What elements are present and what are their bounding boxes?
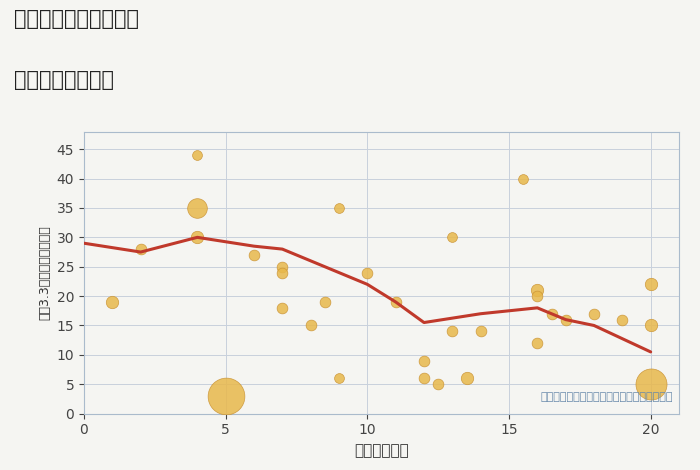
Point — [419, 357, 430, 365]
Point — [645, 381, 657, 388]
Point — [192, 234, 203, 241]
Point — [546, 310, 557, 318]
Point — [645, 321, 657, 329]
Point — [220, 392, 231, 399]
Point — [192, 151, 203, 159]
Point — [560, 316, 571, 323]
Point — [106, 298, 118, 306]
Point — [617, 316, 628, 323]
Point — [419, 375, 430, 382]
Point — [319, 298, 330, 306]
Point — [305, 321, 316, 329]
Point — [589, 310, 600, 318]
Point — [447, 234, 458, 241]
Point — [135, 245, 146, 253]
Point — [248, 251, 260, 258]
Point — [362, 269, 373, 276]
Point — [333, 375, 344, 382]
Point — [276, 269, 288, 276]
Point — [532, 286, 543, 294]
Text: 駅距離別土地価格: 駅距離別土地価格 — [14, 70, 114, 91]
Point — [333, 204, 344, 212]
Text: 円の大きさは、取引のあった物件面積を示す: 円の大きさは、取引のあった物件面積を示す — [540, 392, 673, 402]
Y-axis label: 坪（3.3㎡）単価（万円）: 坪（3.3㎡）単価（万円） — [38, 225, 51, 320]
Point — [276, 304, 288, 312]
Point — [276, 263, 288, 271]
Point — [461, 375, 472, 382]
Text: 神奈川県三浦市栄町の: 神奈川県三浦市栄町の — [14, 9, 139, 30]
Point — [532, 339, 543, 347]
Point — [517, 175, 528, 182]
Point — [447, 328, 458, 335]
Point — [192, 204, 203, 212]
Point — [475, 328, 486, 335]
Point — [433, 381, 444, 388]
Point — [390, 298, 401, 306]
X-axis label: 駅距離（分）: 駅距離（分） — [354, 443, 409, 458]
Point — [532, 292, 543, 300]
Point — [645, 281, 657, 288]
